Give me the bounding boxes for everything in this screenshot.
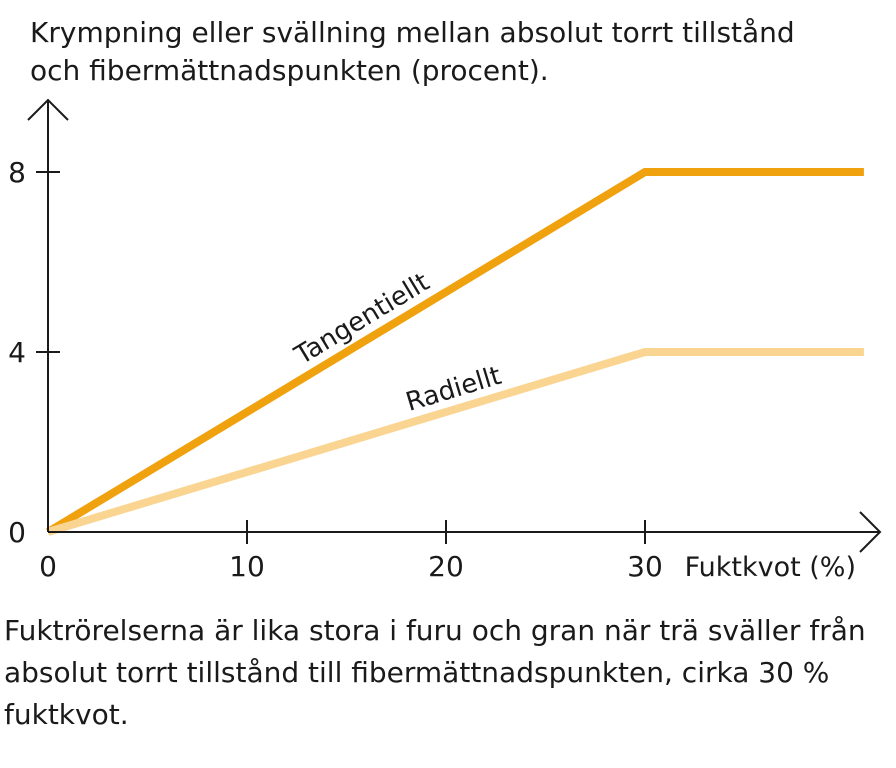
tangential-series-line	[45, 168, 864, 536]
radial-series-line	[46, 348, 864, 536]
y-tick-label: 4	[8, 336, 26, 369]
x-axis-arrowhead	[859, 511, 882, 553]
y-tick-label: 8	[8, 156, 26, 189]
y-axis-arrowhead	[27, 98, 69, 121]
tangential-series-label: Tangentiellt	[289, 267, 435, 371]
y-axis-label: Krympning eller svällning mellan absolut…	[30, 14, 795, 90]
figure-caption: Fuktrörelserna är lika stora i furu och …	[4, 614, 866, 731]
x-tick-label: 10	[229, 550, 265, 583]
x-tick-label: 0	[39, 550, 57, 583]
x-axis-label: Fuktkvot (%)	[685, 552, 856, 583]
y-axis-label-line-2: och fibermättnadspunkten (procent).	[30, 54, 549, 87]
x-tick-label: 20	[428, 550, 464, 583]
x-tick-label: 30	[627, 550, 663, 583]
y-tick-label: 0	[8, 516, 26, 549]
y-axis-label-line-1: Krympning eller svällning mellan absolut…	[30, 16, 795, 49]
